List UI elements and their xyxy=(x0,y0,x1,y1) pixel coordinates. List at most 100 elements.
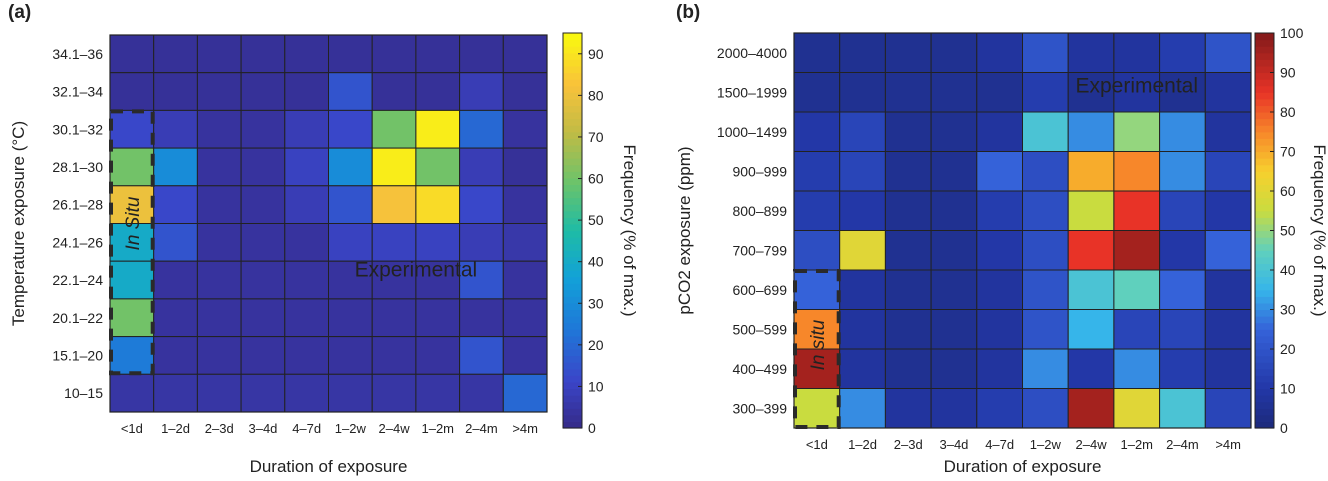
heatmap-cell xyxy=(415,223,461,262)
heatmap-cell xyxy=(976,269,1023,310)
colorbar-segment xyxy=(563,355,582,363)
heatmap-cell xyxy=(196,34,242,74)
heatmap-cell xyxy=(284,109,329,149)
colorbar-segment xyxy=(1255,52,1274,60)
colorbar-segment xyxy=(563,184,582,192)
colorbar-tick-label: 60 xyxy=(1280,183,1296,199)
x-tick-label: 2–4m xyxy=(465,421,498,436)
heatmap-cell xyxy=(240,298,286,338)
colorbar-segment xyxy=(1255,381,1274,390)
heatmap-cell xyxy=(459,260,504,300)
heatmap-cell xyxy=(109,336,155,375)
colorbar-label: Frequency (% of max.) xyxy=(1310,145,1328,317)
heatmap-cell xyxy=(1159,269,1206,310)
heatmap-cell xyxy=(153,109,198,149)
colorbar-tick-label: 0 xyxy=(1280,420,1288,436)
heatmap-cell xyxy=(109,223,155,262)
y-tick-label: 32.1–34 xyxy=(52,84,103,100)
colorbar-segment xyxy=(563,421,582,429)
heatmap-cell xyxy=(328,298,373,338)
x-tick-label: 1–2w xyxy=(1030,437,1062,452)
x-tick-label: 2–4w xyxy=(1076,437,1108,452)
heatmap-cell xyxy=(1067,230,1115,271)
colorbar-tick-label: 90 xyxy=(588,46,604,62)
heatmap-cell xyxy=(1204,269,1252,310)
heatmap-cell xyxy=(459,72,504,111)
heatmap-cell xyxy=(1022,230,1069,271)
colorbar-segment xyxy=(1255,138,1274,146)
heatmap-cell xyxy=(1113,230,1161,271)
heatmap-cell xyxy=(1113,348,1161,389)
heatmap-cell xyxy=(930,269,978,310)
heatmap-cell xyxy=(1159,309,1206,350)
colorbar-segment xyxy=(1255,375,1274,383)
heatmap-cell xyxy=(1113,72,1161,113)
heatmap-cell xyxy=(884,111,932,152)
heatmap-cell xyxy=(884,72,932,113)
colorbar-segment xyxy=(1255,85,1274,93)
heatmap-cell xyxy=(284,34,329,74)
plot-frame xyxy=(109,34,548,413)
colorbar-segment xyxy=(563,309,582,317)
heatmap-cell xyxy=(240,185,286,225)
heatmap-cell xyxy=(839,309,886,350)
colorbar-segment xyxy=(1255,79,1274,87)
colorbar-segment xyxy=(563,138,582,146)
colorbar-segment xyxy=(563,250,582,258)
heatmap-cell xyxy=(459,223,504,262)
colorbar-segment xyxy=(563,237,582,245)
heatmap-cell xyxy=(1022,309,1069,350)
colorbar-segment xyxy=(563,98,582,107)
heatmap-cell xyxy=(793,309,841,350)
colorbar-tick-label: 0 xyxy=(588,420,596,436)
colorbar-segment xyxy=(563,243,582,251)
panel-a: (a) 34.1–36 32.1–34 30.1–32 28.1–30 26.1–28 24… xyxy=(8,2,639,476)
heatmap-cell xyxy=(1022,151,1069,192)
colorbar-segment xyxy=(563,329,582,337)
colorbar-segment xyxy=(563,197,582,205)
x-tick-label: 1–2m xyxy=(421,421,454,436)
colorbar-segment xyxy=(563,39,582,47)
colorbar-segment xyxy=(1255,46,1274,54)
heatmap-cell xyxy=(196,72,242,111)
y-tick-label: 28.1–30 xyxy=(52,159,103,175)
colorbar-segment xyxy=(563,144,582,153)
heatmap-cell xyxy=(884,32,932,73)
heatmap-cell xyxy=(839,230,886,271)
heatmap-cell xyxy=(328,34,373,74)
heatmap-cell xyxy=(371,336,417,375)
heatmap-cell xyxy=(240,34,286,74)
heatmap-cell xyxy=(284,185,329,225)
heatmap-cell xyxy=(196,185,242,225)
heatmap-cell xyxy=(153,34,198,74)
heatmap-cell xyxy=(930,388,978,429)
heatmap-cell xyxy=(328,223,373,262)
colorbar-segment xyxy=(1255,223,1274,232)
y-tick-label: 400–499 xyxy=(732,361,787,377)
heatmap-cell xyxy=(284,260,329,300)
colorbar-segment xyxy=(1255,184,1274,192)
colorbar-segment xyxy=(1255,335,1274,344)
colorbar-segment xyxy=(563,270,582,278)
x-axis-label: Duration of exposure xyxy=(944,457,1102,476)
colorbar-tick-label: 70 xyxy=(1280,144,1296,160)
heatmap-cell xyxy=(884,190,932,231)
x-tick-label: <1d xyxy=(121,421,143,436)
y-axis-label: pCO2 exposure (ppm) xyxy=(675,146,694,314)
heatmap-cell xyxy=(502,260,548,300)
colorbar-segment xyxy=(563,316,582,324)
colorbar-segment xyxy=(563,289,582,297)
x-tick-label: 2–3d xyxy=(894,437,923,452)
colorbar-tick-label: 40 xyxy=(588,254,604,270)
colorbar-tick-label: 20 xyxy=(588,337,604,353)
colorbar-segment xyxy=(563,401,582,409)
heatmap-cell xyxy=(371,147,417,187)
colorbar-segment xyxy=(563,349,582,357)
colorbar-tick-label: 20 xyxy=(1280,341,1296,357)
heatmap-cell xyxy=(1022,388,1069,429)
x-tick-label: 2–4w xyxy=(379,421,411,436)
y-tick-label: 2000–4000 xyxy=(717,45,787,61)
colorbar-segment xyxy=(1255,164,1274,172)
colorbar-segment xyxy=(1255,316,1274,324)
colorbar-segment xyxy=(1255,368,1274,376)
